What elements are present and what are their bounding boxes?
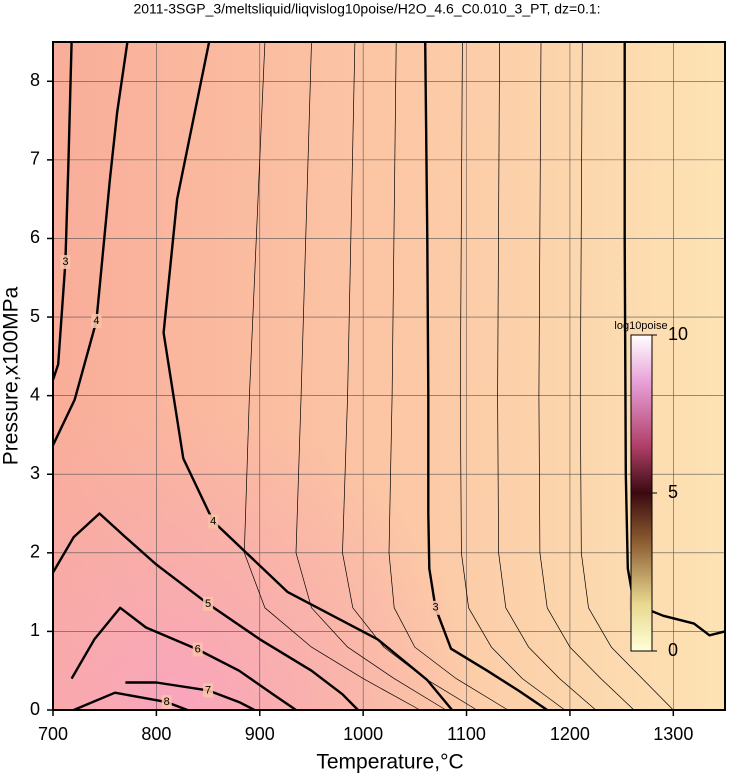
major-contour	[70, 606, 297, 711]
contour-label: 3	[62, 256, 68, 268]
y-axis-label: Pressure,x100MPa	[0, 286, 23, 465]
minor-contour	[497, 41, 597, 711]
contour-label-bg	[161, 695, 172, 710]
contour-label-bg	[203, 683, 214, 698]
ticks: 700 800 900 1000 1100 1200 1300 0 1 2 3 4 5 6 7 8	[30, 70, 693, 744]
contour-label-bg	[430, 600, 441, 615]
contour-label: 7	[205, 684, 211, 696]
minor-contour	[243, 41, 421, 711]
x-tick-label: 900	[245, 724, 275, 744]
contour-label-bg	[91, 313, 102, 328]
x-tick-label: 700	[38, 724, 68, 744]
major-contour	[51, 41, 129, 446]
minor-contour	[538, 41, 635, 711]
colorbar-label: log10poise	[614, 320, 667, 332]
x-tick-label: 1000	[343, 724, 383, 744]
x-tick-label: 1200	[550, 724, 590, 744]
contour-label-bg	[60, 255, 71, 270]
major-contour	[73, 691, 188, 712]
y-tick-label: 6	[30, 227, 40, 247]
contour-label: 4	[210, 515, 216, 527]
contour-label: 6	[195, 643, 201, 655]
colorbar-tick-label: 0	[668, 640, 678, 660]
y-tick-label: 2	[30, 542, 40, 562]
colorbar-tick-label: 5	[668, 482, 678, 502]
x-tick-label: 1300	[653, 724, 693, 744]
y-tick-label: 1	[30, 620, 40, 640]
contour-label: 8	[164, 696, 170, 708]
major-contour	[51, 512, 359, 711]
contour-label: 3	[432, 602, 438, 614]
x-tick-label: 1100	[447, 724, 486, 744]
contour-label: 4	[93, 315, 99, 327]
contour-label: 5	[205, 598, 211, 610]
y-tick-label: 8	[30, 70, 40, 90]
colorbar-tick-label: 10	[668, 324, 688, 344]
x-tick-label: 800	[141, 724, 171, 744]
major-contour	[424, 41, 548, 711]
x-axis-label: Temperature,°C	[316, 751, 463, 774]
minor-contour	[579, 41, 674, 711]
contour-label-bg	[208, 514, 219, 529]
minor-contour	[459, 41, 566, 711]
chart-title: 2011-3SGP_3/meltsliquid/liqvislog10poise…	[133, 1, 600, 17]
contour-label-bg	[203, 596, 214, 611]
colorbar-scale	[630, 334, 653, 652]
y-tick-label: 0	[30, 699, 40, 719]
y-tick-label: 5	[30, 306, 40, 326]
y-tick-label: 3	[30, 463, 40, 483]
minor-contour	[295, 41, 447, 711]
y-tick-label: 7	[30, 149, 40, 169]
plot-frame	[52, 41, 726, 711]
minor-contour	[388, 41, 509, 711]
colorbar: log10poise 0 5 10	[614, 320, 688, 660]
contour-label-bg	[192, 642, 203, 657]
contours: 234435678	[51, 41, 726, 712]
field-overlay	[53, 42, 725, 710]
y-tick-label: 4	[30, 384, 40, 404]
